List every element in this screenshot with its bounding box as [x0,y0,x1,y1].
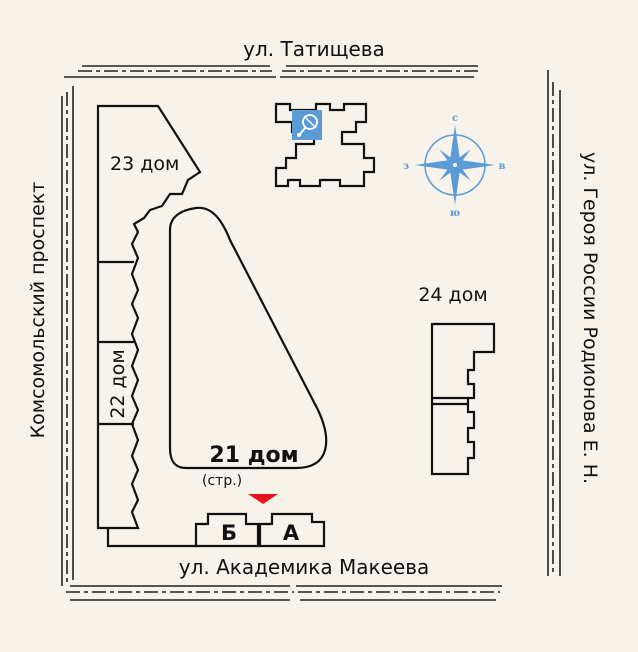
compass-west: з [403,161,409,172]
section-a-label: А [283,521,300,545]
location-triangle-icon [248,494,278,504]
building-21-label: 21 дом [209,443,298,468]
compass-east: в [499,161,506,172]
street-label-right: ул. Героя России Родионова Е. Н. [579,152,601,484]
building-24 [430,322,496,476]
compass-rose-icon [415,125,495,205]
section-b-label: Б [221,521,237,545]
satellite-icon[interactable] [292,110,322,140]
street-label-top: ул. Татищева [243,37,385,61]
compass-north: с [452,113,458,124]
building-top [274,102,376,188]
street-label-bottom: ул. Академика Макеева [179,555,430,579]
sections-a-b [194,512,326,548]
road-lines [61,65,561,601]
street-label-left: Комсомольский проспект [27,182,49,439]
building-23-label: 23 дом [110,153,179,175]
building-22-23 [96,104,202,548]
building-21-note: (стр.) [202,473,242,489]
compass-south: ю [450,208,460,219]
building-22-label: 22 дом [107,349,129,418]
building-21 [168,206,328,470]
building-24-label: 24 дом [418,284,487,306]
